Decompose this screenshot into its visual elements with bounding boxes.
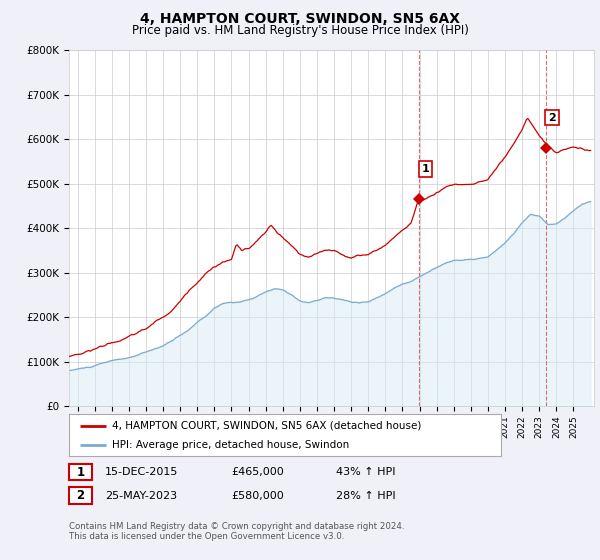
Text: 4, HAMPTON COURT, SWINDON, SN5 6AX (detached house): 4, HAMPTON COURT, SWINDON, SN5 6AX (deta…	[112, 421, 422, 431]
Text: 2: 2	[76, 489, 85, 502]
Text: HPI: Average price, detached house, Swindon: HPI: Average price, detached house, Swin…	[112, 440, 349, 450]
Text: £580,000: £580,000	[231, 491, 284, 501]
Text: 28% ↑ HPI: 28% ↑ HPI	[336, 491, 395, 501]
Text: £465,000: £465,000	[231, 467, 284, 477]
Text: 2: 2	[548, 113, 556, 123]
Text: 43% ↑ HPI: 43% ↑ HPI	[336, 467, 395, 477]
Text: Contains HM Land Registry data © Crown copyright and database right 2024.
This d: Contains HM Land Registry data © Crown c…	[69, 522, 404, 542]
Text: 4, HAMPTON COURT, SWINDON, SN5 6AX: 4, HAMPTON COURT, SWINDON, SN5 6AX	[140, 12, 460, 26]
Text: 25-MAY-2023: 25-MAY-2023	[105, 491, 177, 501]
Text: 15-DEC-2015: 15-DEC-2015	[105, 467, 178, 477]
Text: Price paid vs. HM Land Registry's House Price Index (HPI): Price paid vs. HM Land Registry's House …	[131, 24, 469, 36]
Text: 1: 1	[421, 164, 429, 174]
Text: 1: 1	[76, 465, 85, 479]
